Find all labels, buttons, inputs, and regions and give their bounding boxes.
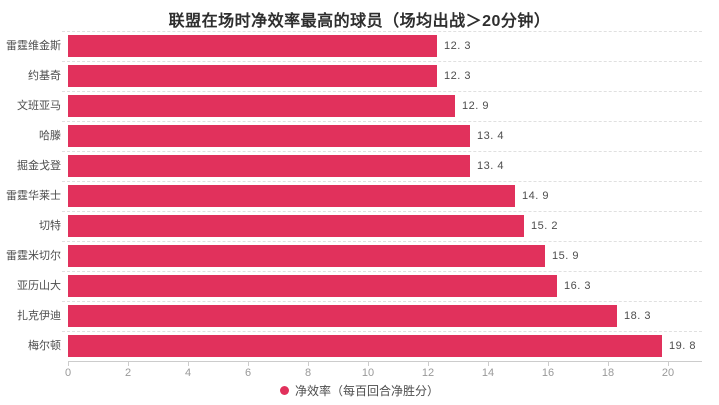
x-axis-tick (248, 362, 249, 366)
x-axis-tick (608, 362, 609, 366)
x-axis-tick (68, 362, 69, 366)
bar[interactable] (68, 305, 617, 327)
x-axis-tick-label: 6 (244, 367, 252, 379)
category-label: 约基奇 (28, 70, 61, 82)
chart-title: 联盟在场时净效率最高的球员（场均出战＞20分钟） (168, 13, 551, 30)
category-label: 雷霆米切尔 (6, 250, 61, 262)
gridline (62, 331, 702, 332)
gridline (62, 61, 702, 62)
bar[interactable] (68, 335, 662, 357)
category-label: 文班亚马 (17, 100, 61, 112)
bar[interactable] (68, 245, 545, 267)
x-axis-tick-label: 12 (421, 367, 435, 379)
x-axis-tick-label: 16 (541, 367, 555, 379)
x-axis-tick (308, 362, 309, 366)
category-label: 雷霆华莱士 (6, 190, 61, 202)
value-label: 13. 4 (477, 130, 504, 142)
gridline (62, 91, 702, 92)
category-label: 哈滕 (39, 130, 61, 142)
value-label: 15. 2 (531, 220, 558, 232)
category-label: 切特 (39, 220, 61, 232)
value-label: 12. 3 (444, 70, 471, 82)
x-axis-tick-label: 8 (304, 367, 312, 379)
x-axis-tick (368, 362, 369, 366)
category-label: 梅尔顿 (28, 340, 61, 352)
x-axis-tick-label: 20 (661, 367, 675, 379)
x-axis-tick-label: 10 (361, 367, 375, 379)
gridline (62, 121, 702, 122)
value-label: 18. 3 (624, 310, 651, 322)
bar[interactable] (68, 125, 470, 147)
bar[interactable] (68, 215, 524, 237)
value-label: 15. 9 (552, 250, 579, 262)
value-label: 12. 9 (462, 100, 489, 112)
bar[interactable] (68, 65, 437, 87)
category-label: 掘金戈登 (17, 160, 61, 172)
category-label: 扎克伊迪 (17, 310, 61, 322)
legend-label: 净效率（每百回合净胜分） (294, 383, 439, 398)
gridline (62, 271, 702, 272)
gridline (62, 151, 702, 152)
x-axis-tick (668, 362, 669, 366)
x-axis-tick (488, 362, 489, 366)
value-label: 12. 3 (444, 40, 471, 52)
gridline (62, 301, 702, 302)
bar[interactable] (68, 35, 437, 57)
x-axis-tick (188, 362, 189, 366)
legend-item-net-rating[interactable]: 净效率（每百回合净胜分） (0, 381, 719, 399)
category-label: 亚历山大 (17, 280, 61, 292)
legend-circle-icon (279, 385, 289, 395)
gridline (62, 181, 702, 182)
x-axis-tick-label: 14 (481, 367, 495, 379)
x-axis-tick (428, 362, 429, 366)
x-axis-tick-label: 0 (64, 367, 72, 379)
x-axis-tick-label: 18 (601, 367, 615, 379)
gridline (62, 211, 702, 212)
x-axis-tick-label: 2 (124, 367, 132, 379)
x-axis-line (68, 361, 702, 362)
value-label: 14. 9 (522, 190, 549, 202)
x-axis-tick-label: 4 (184, 367, 192, 379)
bar[interactable] (68, 95, 455, 117)
value-label: 19. 8 (669, 340, 696, 352)
category-label: 雷霆维金斯 (6, 40, 61, 52)
x-axis-tick (128, 362, 129, 366)
bar[interactable] (68, 275, 557, 297)
x-axis-tick (548, 362, 549, 366)
gridline (62, 241, 702, 242)
gridline (62, 31, 702, 32)
bar[interactable] (68, 185, 515, 207)
bar[interactable] (68, 155, 470, 177)
value-label: 13. 4 (477, 160, 504, 172)
value-label: 16. 3 (564, 280, 591, 292)
